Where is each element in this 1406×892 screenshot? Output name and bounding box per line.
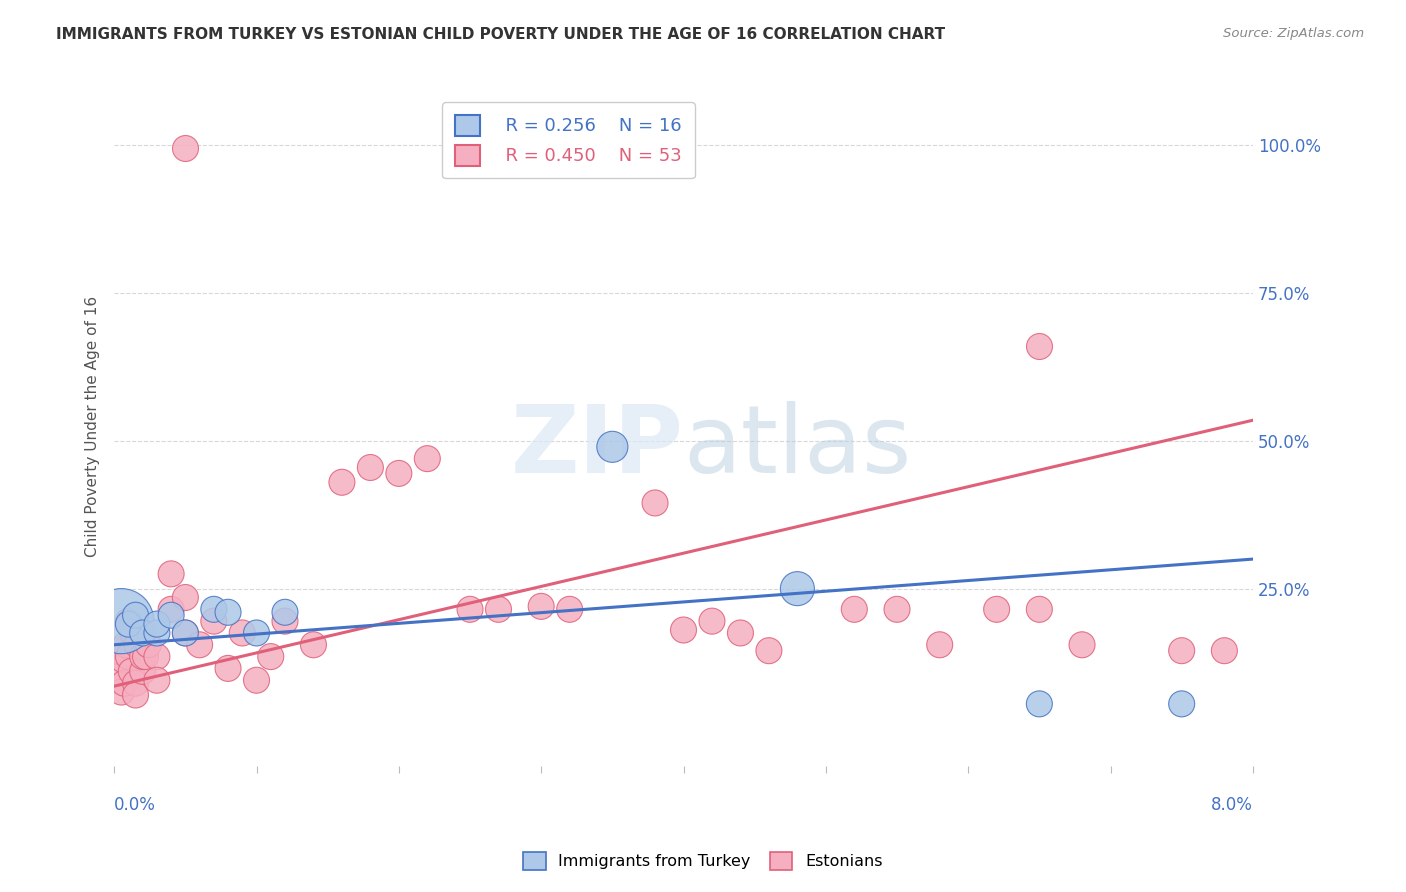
Point [110,685,132,699]
Point [174,626,197,640]
Point [416,451,439,466]
Point [121,626,143,640]
Point [112,676,135,690]
Point [1170,643,1192,657]
Point [644,496,666,510]
Point [110,614,132,628]
Point [231,626,253,640]
Point [202,614,225,628]
Text: 8.0%: 8.0% [1211,796,1253,814]
Point [217,605,239,619]
Point [488,602,510,616]
Point [124,676,146,690]
Point [274,614,297,628]
Point [124,608,146,623]
Point [146,649,169,664]
Point [125,638,148,652]
Point [202,602,225,616]
Point [124,688,146,702]
Text: IMMIGRANTS FROM TURKEY VS ESTONIAN CHILD POVERTY UNDER THE AGE OF 16 CORRELATION: IMMIGRANTS FROM TURKEY VS ESTONIAN CHILD… [56,27,945,42]
Point [138,638,160,652]
Point [131,626,153,640]
Point [886,602,908,616]
Point [134,649,156,664]
Point [117,617,139,632]
Point [174,626,197,640]
Point [330,475,353,490]
Point [245,673,267,688]
Point [105,643,128,657]
Point [758,643,780,657]
Text: ZIP: ZIP [510,401,683,492]
Point [174,141,197,155]
Point [1028,697,1050,711]
Point [458,602,481,616]
Point [146,626,169,640]
Point [602,440,624,454]
Legend: Immigrants from Turkey, Estonians: Immigrants from Turkey, Estonians [513,842,893,880]
Point [928,638,950,652]
Point [1213,643,1236,657]
Point [260,649,283,664]
Text: Source: ZipAtlas.com: Source: ZipAtlas.com [1223,27,1364,40]
Point [1028,339,1050,353]
Point [700,614,723,628]
Point [131,665,153,679]
Point [359,460,381,475]
Point [844,602,866,616]
Point [245,626,267,640]
Point [786,582,808,596]
Point [672,623,695,637]
Point [1028,602,1050,616]
Point [146,617,169,632]
Point [274,605,297,619]
Point [174,591,197,605]
Legend:   R = 0.256    N = 16,   R = 0.450    N = 53: R = 0.256 N = 16, R = 0.450 N = 53 [441,103,695,178]
Text: atlas: atlas [683,401,911,492]
Point [160,602,183,616]
Point [117,614,139,628]
Point [114,638,136,652]
Point [107,670,129,684]
Point [986,602,1008,616]
Point [131,649,153,664]
Point [117,649,139,664]
Point [111,652,134,666]
Point [1071,638,1094,652]
Point [558,602,581,616]
Point [160,566,183,581]
Point [388,467,411,481]
Point [160,608,183,623]
Text: 0.0%: 0.0% [114,796,156,814]
Y-axis label: Child Poverty Under the Age of 16: Child Poverty Under the Age of 16 [86,295,100,557]
Point [1170,697,1192,711]
Point [120,665,142,679]
Point [530,599,553,614]
Point [188,638,211,652]
Point [217,661,239,675]
Point [302,638,325,652]
Point [730,626,752,640]
Point [146,673,169,688]
Point [131,626,153,640]
